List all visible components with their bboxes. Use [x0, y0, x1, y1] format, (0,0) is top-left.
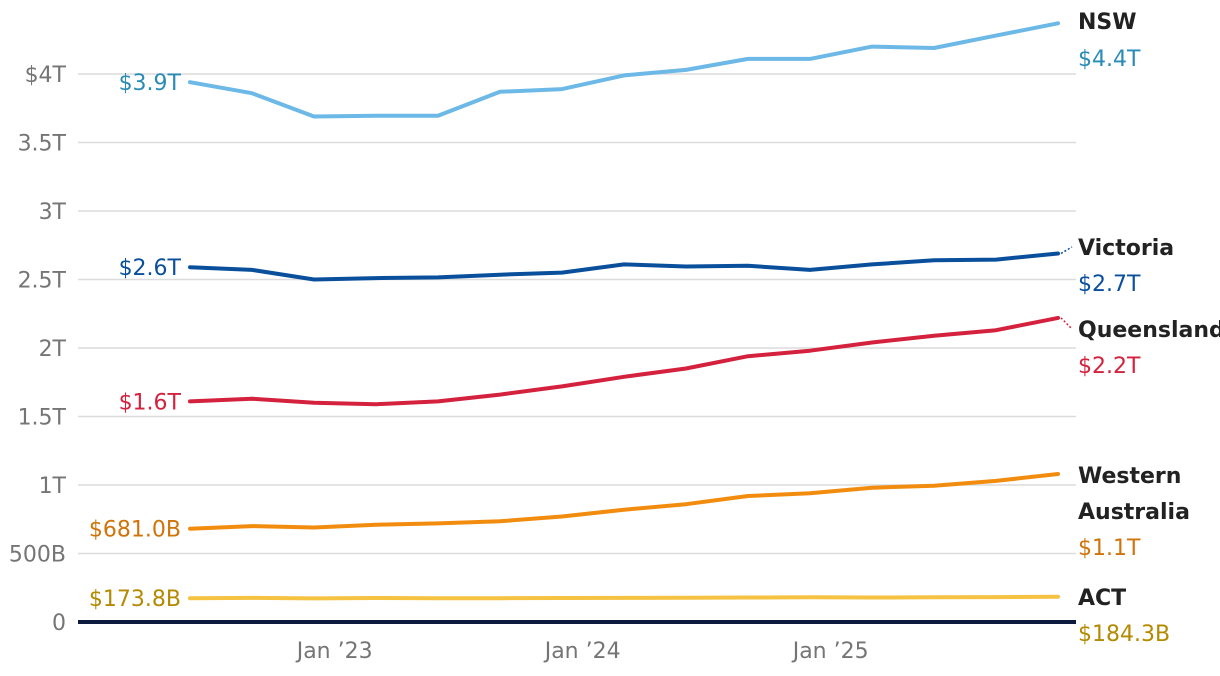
- start-value-label: $1.6T: [119, 390, 182, 415]
- y-tick-label: 1.5T: [18, 406, 67, 431]
- y-tick-label: 500B: [9, 543, 66, 568]
- start-value-label: $2.6T: [119, 256, 182, 281]
- y-tick-label: 2T: [39, 337, 67, 362]
- x-tick-label: Jan ’24: [543, 639, 621, 664]
- y-tick-label: 1T: [39, 474, 67, 499]
- x-tick-label: Jan ’25: [791, 639, 869, 664]
- series-name-line: NSW: [1078, 10, 1137, 35]
- label-leader-line: [1060, 246, 1073, 255]
- series-name-line: Western: [1078, 464, 1181, 489]
- series-name-label: NSW: [1078, 10, 1137, 35]
- label-leader-line: [1060, 317, 1073, 330]
- series-name-label: ACT: [1078, 586, 1126, 611]
- series-line: [188, 21, 1060, 119]
- start-value-label: $3.9T: [119, 71, 182, 96]
- series-name-label: Victoria: [1078, 236, 1174, 261]
- series-name-line: Queensland: [1078, 318, 1220, 343]
- series-line: [188, 315, 1060, 407]
- series-line: [188, 472, 1060, 531]
- end-value-label: $4.4T: [1078, 47, 1141, 72]
- y-tick-label: 2.5T: [18, 269, 67, 294]
- series-name-label: Western Australia: [1078, 464, 1190, 525]
- y-tick-label: $4T: [25, 63, 67, 88]
- grid-layer: [78, 73, 1076, 555]
- axis-layer: 0 500B 1T 1.5T 2T 2.5T 3T 3.5T $4T Jan ’23 Jan ’24…: [9, 63, 1076, 664]
- series-name-line: Australia: [1078, 500, 1190, 525]
- series-line: [188, 251, 1060, 282]
- series-line: [188, 594, 1060, 601]
- start-value-label: $173.8B: [89, 587, 181, 612]
- series-name-label: Queensland: [1078, 318, 1220, 343]
- y-tick-label: 0: [52, 611, 66, 636]
- end-value-label: $2.7T: [1078, 272, 1141, 297]
- series-lines: [188, 21, 1060, 601]
- series-name-line: Victoria: [1078, 236, 1174, 261]
- x-tick-label: Jan ’23: [295, 639, 373, 664]
- y-tick-label: 3T: [39, 200, 67, 225]
- end-value-label: $1.1T: [1078, 536, 1141, 561]
- series-name-line: ACT: [1078, 586, 1126, 611]
- end-value-label: $2.2T: [1078, 354, 1141, 379]
- series-labels: $3.9T NSW $4.4T $2.6T Victoria $2.7T $1.6T Quee…: [89, 10, 1220, 647]
- end-value-label: $184.3B: [1078, 622, 1170, 647]
- y-tick-label: 3.5T: [18, 132, 67, 157]
- start-value-label: $681.0B: [89, 518, 181, 543]
